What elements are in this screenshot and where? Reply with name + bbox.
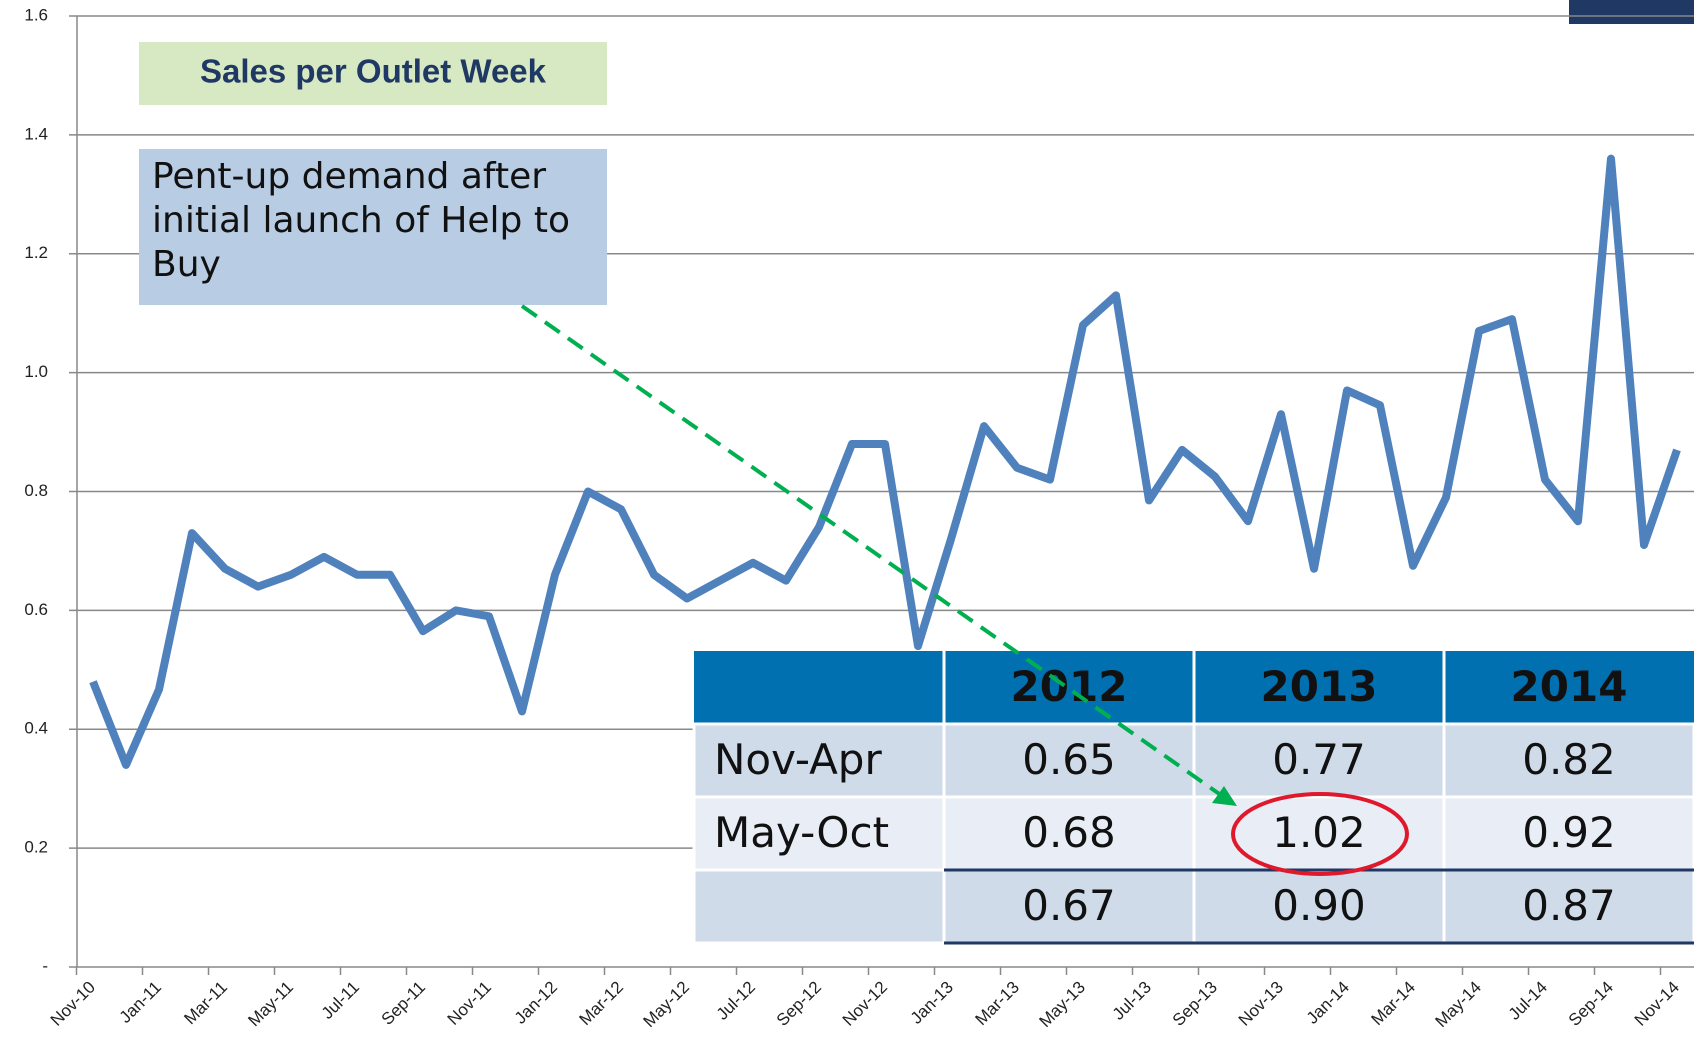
- x-tick-label: Jul-12: [713, 978, 759, 1024]
- x-tick-label: May-11: [244, 978, 297, 1031]
- x-tick-label: Jan-11: [116, 978, 165, 1027]
- table-cell: 0.68: [1022, 808, 1116, 857]
- arrow: [520, 304, 1230, 802]
- x-tick-label: Nov-10: [47, 978, 99, 1030]
- logo-block: [1569, 0, 1694, 24]
- column-header: 2013: [1261, 662, 1378, 711]
- chart-title: Sales per Outlet Week: [200, 53, 547, 90]
- x-tick-label: Nov-14: [1631, 978, 1683, 1030]
- x-tick-label: May-14: [1431, 978, 1485, 1032]
- x-tick-label: Sep-14: [1565, 978, 1617, 1030]
- x-tick-label: May-13: [1035, 978, 1089, 1032]
- x-tick-label: Sep-12: [773, 978, 825, 1030]
- row-label: May-Oct: [714, 808, 889, 857]
- row-label: Nov-Apr: [714, 735, 882, 784]
- y-tick-label: -: [42, 956, 48, 975]
- x-tick-label: Sep-11: [378, 978, 429, 1029]
- table-cell: 0.90: [1272, 881, 1366, 930]
- table-cell: 0.92: [1522, 808, 1616, 857]
- x-tick-label: Jan-13: [907, 978, 957, 1028]
- annotation-text: Pent-up demand after initial launch of H…: [152, 156, 570, 285]
- column-header: 2014: [1511, 662, 1628, 711]
- line: [89, 154, 1681, 769]
- annotation-box: [139, 149, 607, 305]
- title-box: [139, 42, 607, 105]
- x-tick-label: Jul-13: [1109, 978, 1155, 1024]
- table-cell: 1.02: [1272, 808, 1366, 857]
- x-tick-label: Jan-12: [511, 978, 561, 1028]
- annotation: Pent-up demand after initial launch of H…: [152, 156, 570, 285]
- highlight-circle: [1231, 792, 1409, 876]
- y-tick-label: 0.4: [24, 719, 48, 738]
- x-tick-label: Nov-13: [1235, 978, 1287, 1030]
- x-tick-label: Nov-11: [444, 978, 495, 1029]
- table-cell: 0.65: [1022, 735, 1116, 784]
- y-tick-label: 0.6: [24, 600, 48, 619]
- y-tick-label: 1.6: [24, 5, 48, 24]
- x-tick-label: May-12: [639, 978, 693, 1032]
- column-header: 2012: [1011, 662, 1128, 711]
- y-tick-label: 0.2: [24, 838, 48, 857]
- y-tick-label: 1.0: [24, 362, 48, 381]
- x-tick-label: Mar-11: [180, 978, 231, 1029]
- table-cell: 0.67: [1022, 881, 1116, 930]
- table-cell: 0.82: [1522, 735, 1616, 784]
- x-tick-label: Jan-14: [1303, 978, 1353, 1028]
- y-tick-label: 1.2: [24, 243, 48, 262]
- arrow-head: [1212, 786, 1237, 806]
- x-tick-label: Mar-12: [575, 978, 627, 1030]
- y-tick-label: 0.8: [24, 481, 48, 500]
- x-tick-label: Mar-14: [1367, 978, 1419, 1030]
- y-tick-label: 1.4: [24, 124, 48, 143]
- table-cell: 0.77: [1272, 735, 1366, 784]
- x-tick-label: Nov-12: [839, 978, 891, 1030]
- x-tick-label: Jul-11: [318, 978, 363, 1023]
- x-tick-label: Sep-13: [1169, 978, 1221, 1030]
- x-tick-label: Jul-14: [1505, 978, 1551, 1024]
- table-cell: 0.87: [1522, 881, 1616, 930]
- x-tick-label: Mar-13: [971, 978, 1023, 1030]
